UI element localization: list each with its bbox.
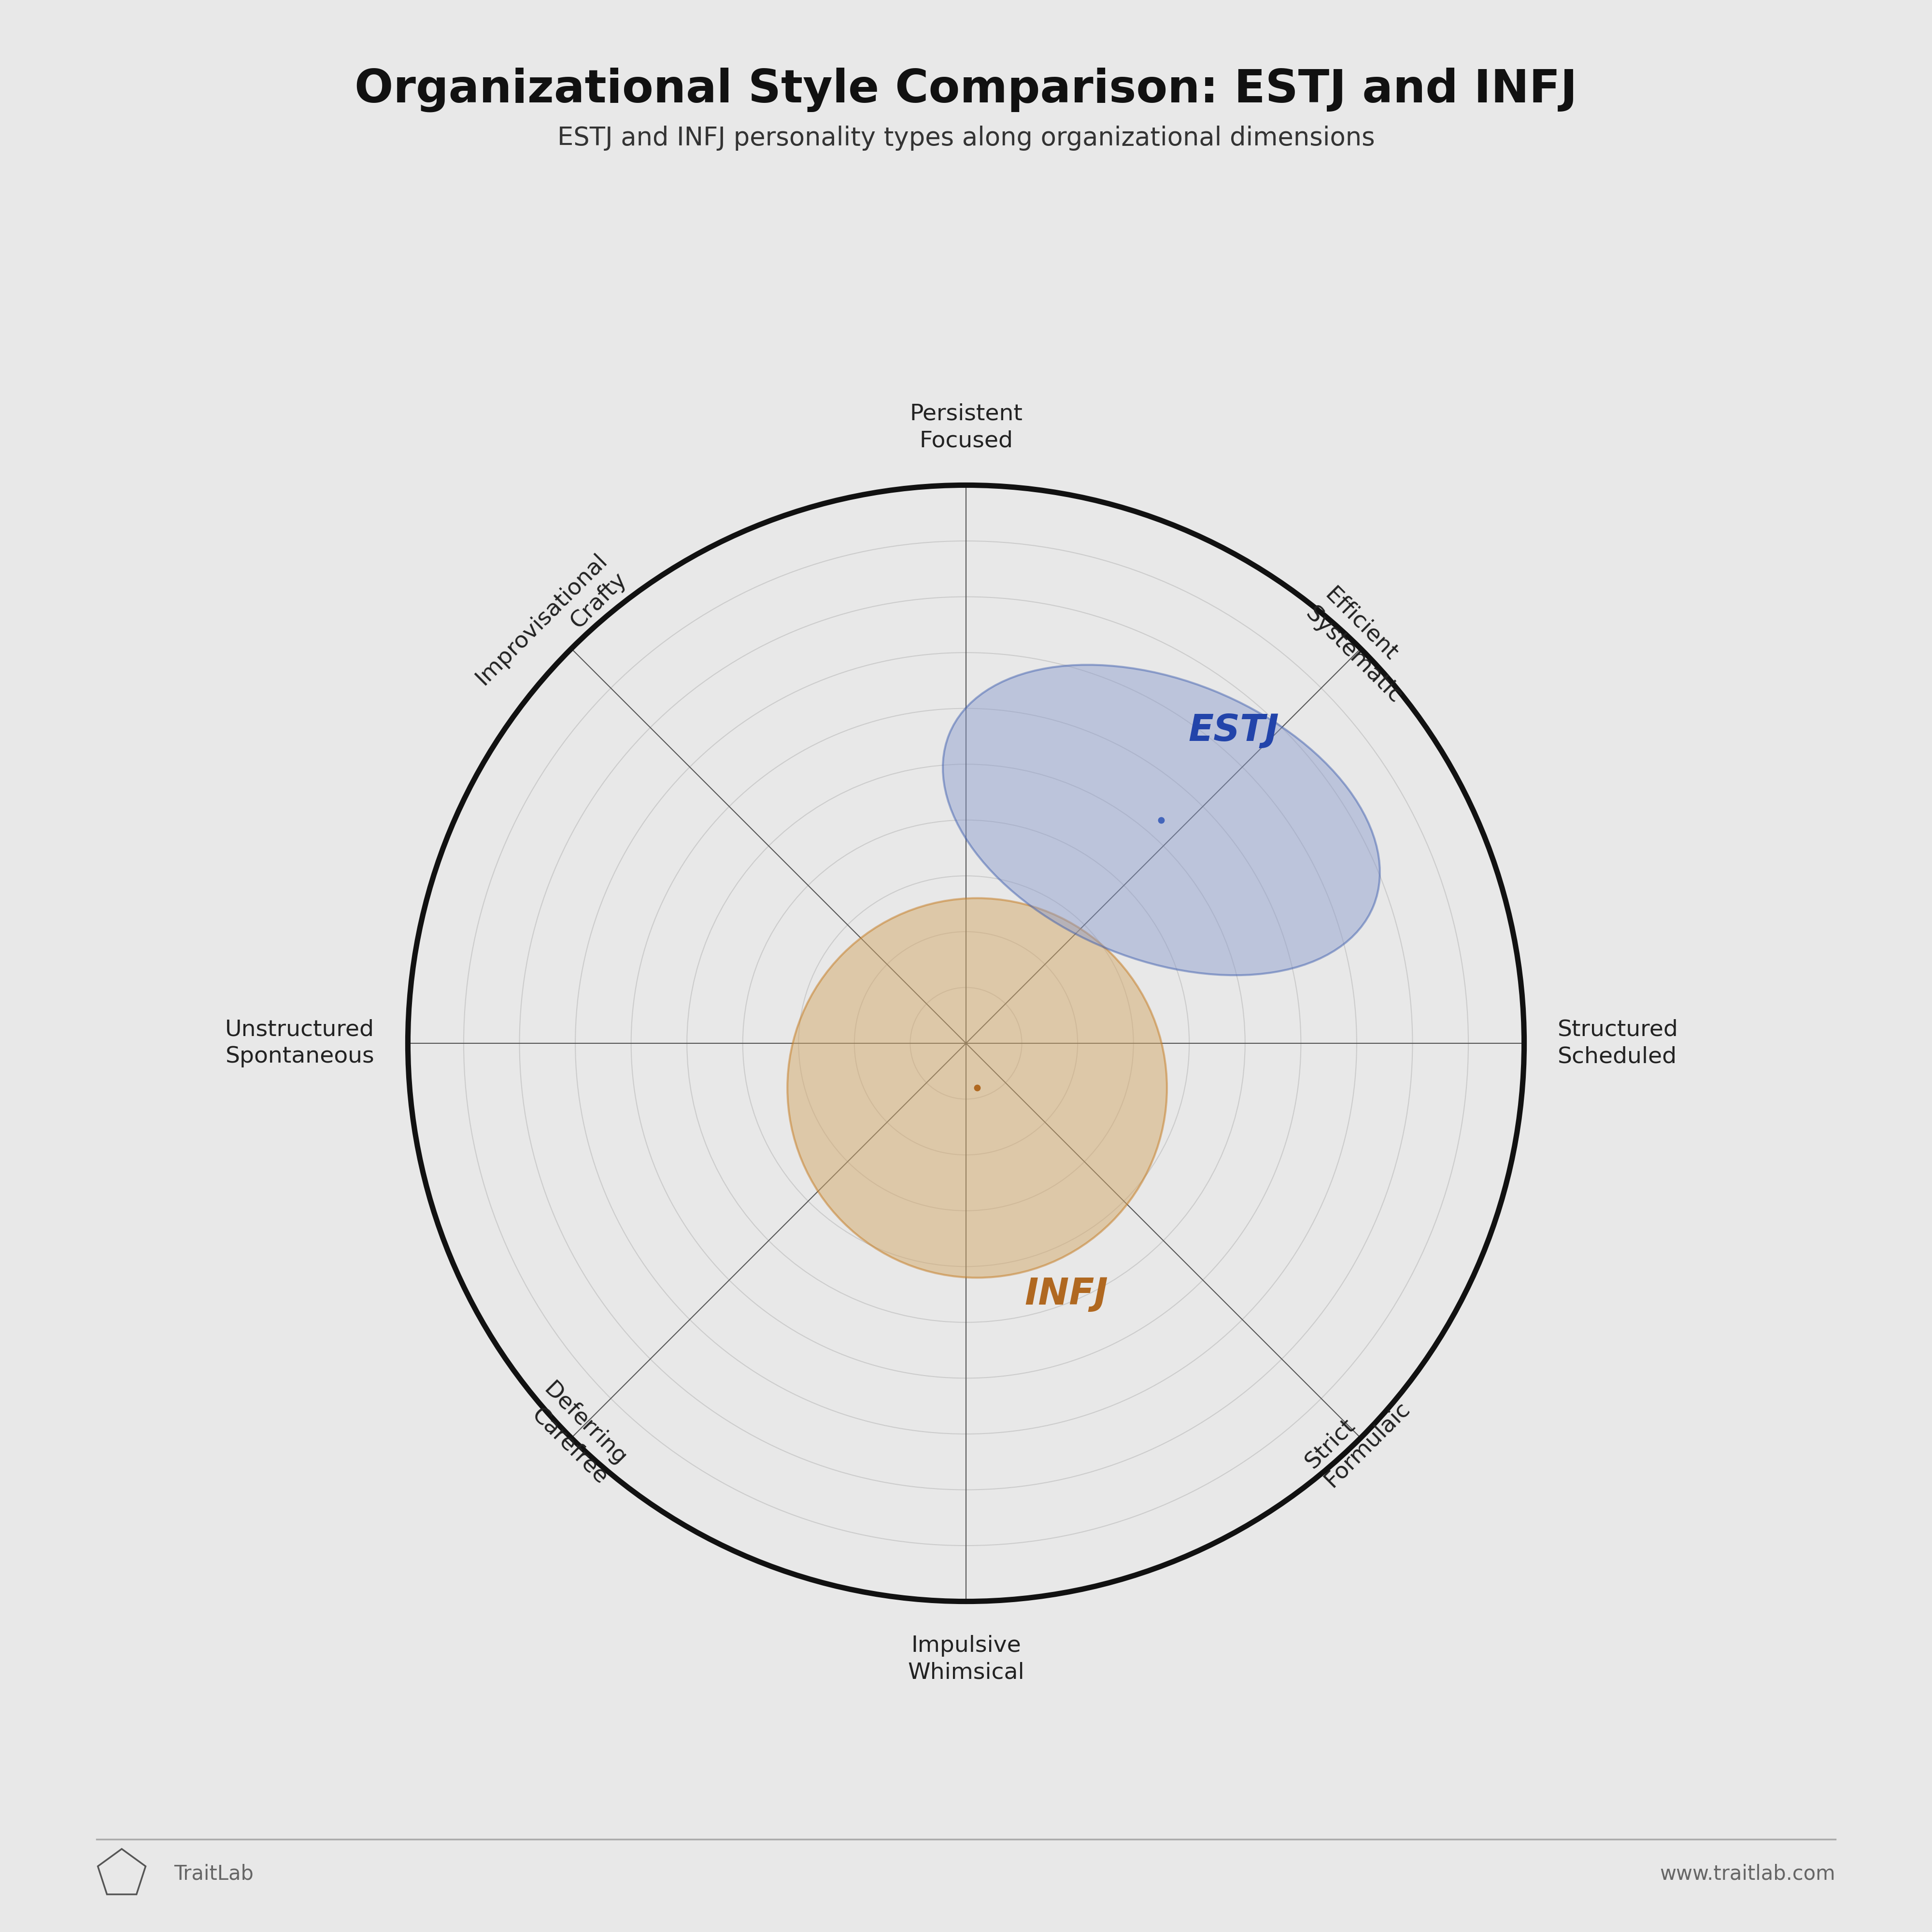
Ellipse shape — [943, 665, 1379, 976]
Text: ESTJ and INFJ personality types along organizational dimensions: ESTJ and INFJ personality types along or… — [556, 126, 1376, 151]
Text: Improvisational
Crafty: Improvisational Crafty — [471, 549, 630, 707]
Text: ESTJ: ESTJ — [1188, 713, 1279, 748]
Text: Structured
Scheduled: Structured Scheduled — [1557, 1018, 1679, 1068]
Text: Unstructured
Spontaneous: Unstructured Spontaneous — [226, 1018, 375, 1068]
Text: INFJ: INFJ — [1024, 1277, 1109, 1312]
Text: Strict
Formulaic: Strict Formulaic — [1302, 1379, 1414, 1492]
Text: www.traitlab.com: www.traitlab.com — [1660, 1864, 1835, 1884]
Text: Efficient
Systematic: Efficient Systematic — [1302, 583, 1426, 707]
Text: Organizational Style Comparison: ESTJ and INFJ: Organizational Style Comparison: ESTJ an… — [355, 68, 1577, 112]
Point — [1146, 804, 1177, 835]
Text: Persistent
Focused: Persistent Focused — [910, 404, 1022, 452]
Text: Deferring
Carefree: Deferring Carefree — [520, 1379, 630, 1490]
Text: Impulsive
Whimsical: Impulsive Whimsical — [908, 1634, 1024, 1683]
Point — [962, 1072, 993, 1103]
Ellipse shape — [788, 898, 1167, 1277]
Text: TraitLab: TraitLab — [174, 1864, 253, 1884]
